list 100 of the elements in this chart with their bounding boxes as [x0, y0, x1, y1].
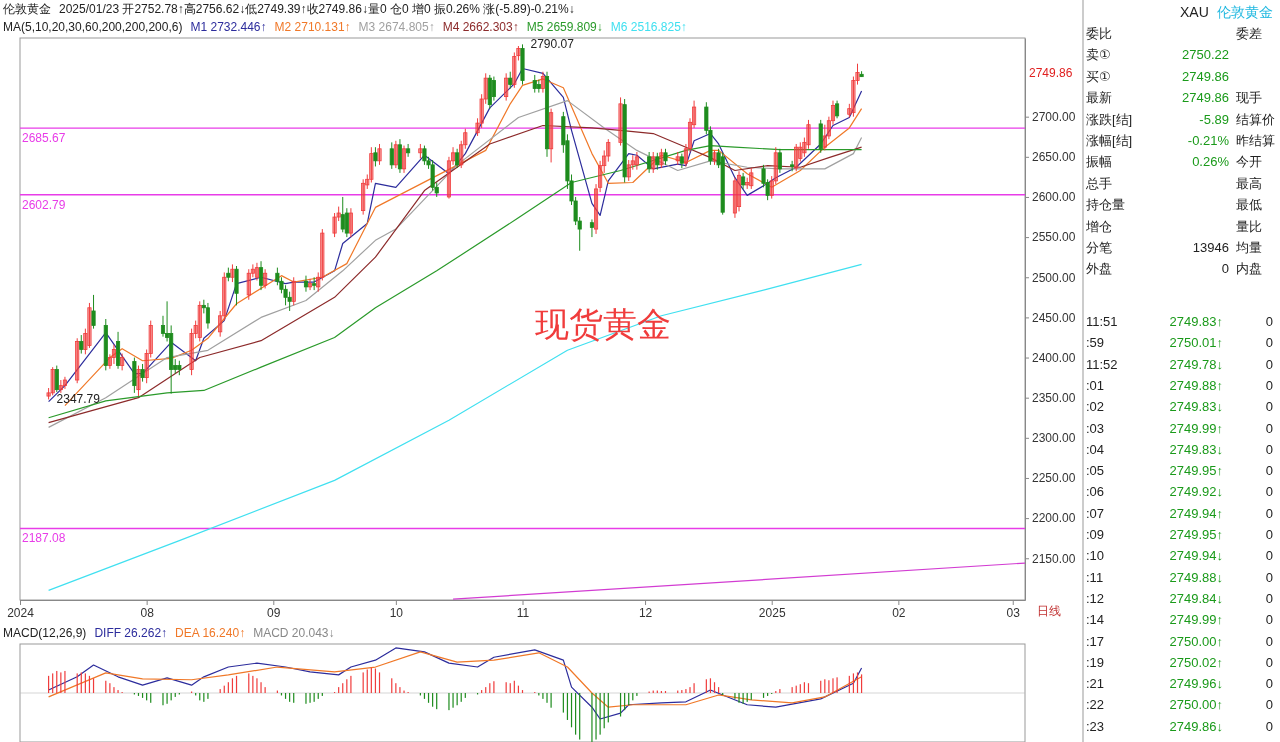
text: 2749.88↑ [1169, 377, 1223, 393]
text: DEA 16.240↑ [175, 626, 246, 640]
candlestick [259, 260, 264, 291]
candlestick [647, 151, 652, 174]
x-tick-label: 2024 [7, 605, 35, 620]
text: 0 [1265, 590, 1273, 606]
candlestick [344, 207, 349, 238]
candlestick [58, 379, 63, 394]
text: 增仓 [1085, 218, 1112, 234]
candlestick [512, 51, 517, 89]
text: 2750.02↑ [1169, 654, 1223, 670]
text: -0.21% [1187, 133, 1230, 148]
y-tick-label: 2300.00 [1032, 431, 1076, 446]
candlestick [62, 376, 67, 390]
legend-title: MA(5,10,20,30,60,200,200,200,6) [3, 20, 183, 34]
x-tick-label: 02 [892, 605, 906, 620]
text: 2749.86 [1182, 90, 1229, 106]
text: :06 [1086, 484, 1105, 500]
text: 2749.78↓ [1169, 356, 1223, 372]
y-tick-label: 2500.00 [1032, 270, 1076, 285]
text: 0 [1265, 314, 1273, 329]
candlestick [606, 138, 611, 163]
candlestick [193, 320, 198, 339]
candlestick [826, 116, 831, 140]
y-tick-label: 2250.00 [1032, 471, 1076, 486]
candlestick [549, 108, 554, 163]
candlestick [479, 93, 484, 129]
text: 2750.01↑ [1169, 335, 1223, 351]
text: 2749.95↑ [1169, 463, 1223, 479]
candlestick [111, 344, 116, 365]
candlestick [516, 45, 521, 61]
candlestick [802, 137, 807, 158]
text: 2749.83↓ [1169, 441, 1223, 457]
candlestick [618, 96, 623, 147]
candlestick [336, 206, 341, 222]
text: :02 [1086, 399, 1105, 415]
candlestick [749, 167, 754, 190]
text: 0 [1265, 377, 1273, 393]
candlestick [218, 310, 223, 338]
text: 0 [1265, 654, 1273, 670]
text: :21 [1086, 676, 1105, 692]
text: M4 2662.303↑ [442, 20, 519, 34]
text: 0 [1265, 548, 1273, 564]
candlestick [340, 196, 345, 233]
text: 2749.99↑ [1169, 420, 1223, 436]
text: :17 [1086, 633, 1105, 649]
candlestick [777, 148, 782, 174]
text: :22 [1086, 697, 1105, 713]
text: 结算价 [1236, 111, 1275, 127]
x-tick-label: 10 [389, 605, 404, 620]
candlestick [87, 302, 92, 349]
text: 2750.00↑ [1169, 697, 1223, 713]
annotation: 2790.07 [530, 37, 575, 52]
y-tick-label: 2550.00 [1032, 230, 1076, 245]
candlestick [626, 159, 631, 182]
text: 涨跌[结] [1086, 111, 1133, 127]
ref-line-label: 2685.67 [22, 131, 66, 146]
text: 分笔 [1086, 240, 1112, 255]
candlestick [222, 271, 227, 322]
text: M3 2674.805↑ [358, 20, 435, 34]
text: M6 2516.825↑ [610, 20, 687, 34]
text: 0 [1265, 527, 1273, 542]
text: :12 [1086, 590, 1105, 606]
text: :23 [1086, 718, 1105, 734]
text: 买① [1086, 68, 1111, 84]
candlestick [446, 156, 451, 200]
candlestick [822, 124, 827, 151]
candlestick [806, 119, 811, 150]
candlestick [91, 294, 96, 330]
candlestick [475, 117, 480, 137]
text: 2749.86 [1029, 66, 1073, 81]
text: 2749.95↑ [1169, 527, 1223, 542]
text: 0.26% [1192, 154, 1230, 170]
x-tick-label: 03 [1006, 605, 1021, 620]
text: 2749.83↓ [1169, 399, 1223, 415]
candlestick [732, 177, 737, 219]
candlestick [483, 72, 488, 105]
x-tick-label: 11 [516, 605, 530, 620]
text: 内盘 [1236, 261, 1262, 277]
candlestick [630, 154, 635, 171]
text: 涨幅[结] [1086, 133, 1133, 148]
candlestick [855, 63, 860, 86]
text: 最高 [1236, 175, 1262, 191]
candlestick [365, 173, 370, 190]
candlestick [320, 228, 325, 281]
candlestick [361, 178, 366, 216]
text: 今开 [1236, 154, 1262, 170]
text: DIFF 26.262↑ [94, 626, 168, 640]
candlestick [418, 143, 423, 159]
candlestick [75, 337, 80, 384]
candlestick [675, 151, 680, 166]
text: 0 [1265, 676, 1273, 692]
text: 委差 [1236, 26, 1262, 41]
x-tick-label: 12 [638, 605, 653, 620]
candlestick [406, 143, 411, 158]
candlestick [459, 140, 464, 169]
candlestick [50, 366, 55, 396]
text: 2749.86 [1182, 68, 1229, 84]
text: 2750.22 [1182, 47, 1229, 63]
text: 0 [1265, 697, 1273, 713]
